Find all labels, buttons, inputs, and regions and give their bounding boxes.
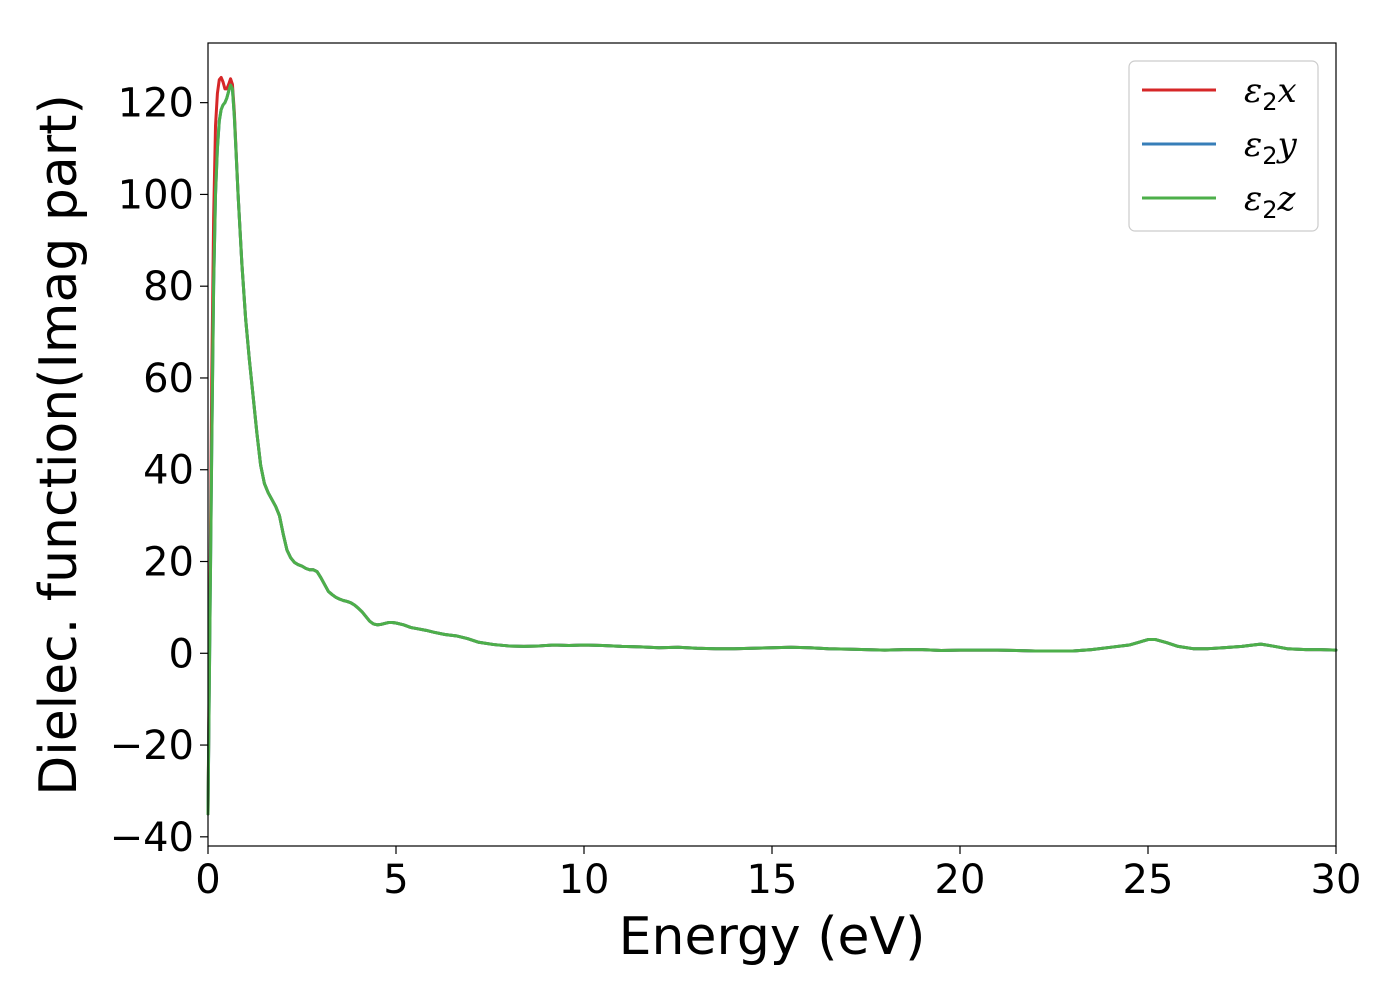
- x-tick-label: 5: [383, 857, 408, 903]
- x-tick-label: 10: [559, 857, 610, 903]
- x-axis: 0 5 10 15 20 25 30: [195, 846, 1361, 903]
- y-tick-label: 80: [143, 264, 194, 310]
- x-axis-title: Energy (eV): [619, 907, 926, 967]
- legend-label-1: ε2y: [1244, 125, 1298, 170]
- y-axis-title: Dielec. function(Imag part): [29, 94, 89, 796]
- legend: ε2x ε2y ε2z: [1128, 60, 1319, 232]
- y-axis: −40 −20 0 20 40 60 80 100 120: [110, 81, 208, 861]
- y-tick-label: 60: [143, 356, 194, 402]
- y-tick-label: −40: [110, 815, 194, 861]
- series-layer: [206, 75, 1338, 816]
- x-tick-label: 30: [1311, 857, 1362, 903]
- x-tick-label: 15: [747, 857, 798, 903]
- x-tick-label: 0: [195, 857, 220, 903]
- y-tick-label: 40: [143, 448, 194, 494]
- y-tick-label: 20: [143, 540, 194, 586]
- legend-label-2: ε2z: [1244, 179, 1297, 224]
- legend-box: [1128, 60, 1319, 232]
- y-tick-label: −20: [110, 723, 194, 769]
- y-tick-label: 100: [118, 172, 194, 218]
- x-tick-label: 25: [1123, 857, 1174, 903]
- y-tick-label: 120: [118, 81, 194, 127]
- x-tick-label: 20: [935, 857, 986, 903]
- series-line-2: [206, 83, 1338, 816]
- legend-label-0: ε2x: [1244, 71, 1297, 116]
- y-tick-label: 0: [169, 631, 194, 677]
